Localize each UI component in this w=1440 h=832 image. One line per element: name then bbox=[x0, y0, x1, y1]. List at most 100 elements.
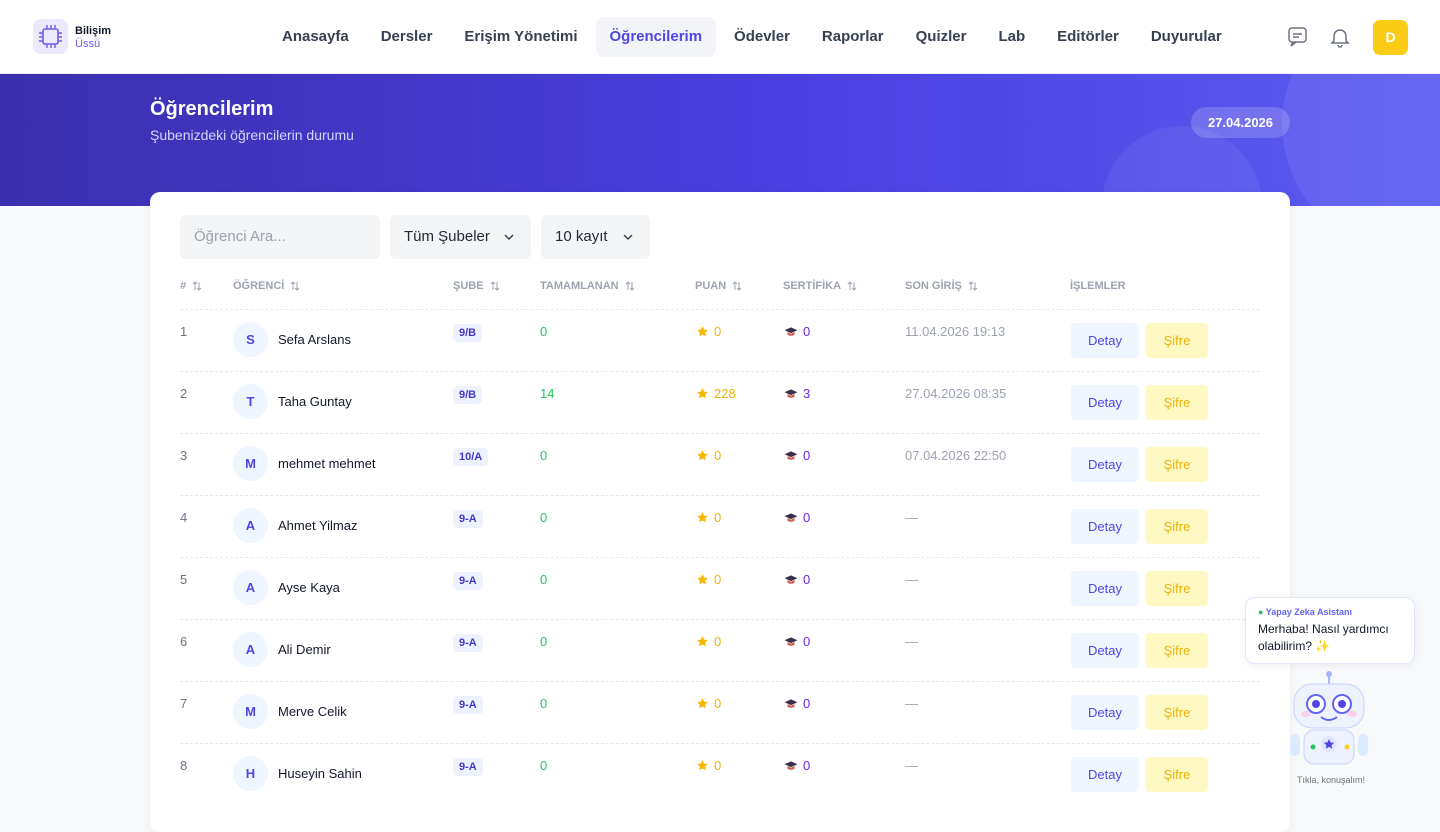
student-name: Sefa Arslans bbox=[278, 332, 351, 347]
column-header[interactable]: SERTİFİKA bbox=[783, 280, 857, 292]
points-value: 0 bbox=[714, 324, 722, 339]
branch-badge: 9-A bbox=[453, 510, 483, 528]
student-name: Huseyin Sahin bbox=[278, 766, 362, 781]
certificates-value: 0 bbox=[803, 758, 811, 773]
password-button[interactable]: Şifre bbox=[1146, 633, 1208, 668]
certificates: 0 bbox=[784, 696, 810, 711]
points: 0 bbox=[696, 634, 721, 649]
nav: Anasayfa Dersler Erişim Yönetimi Öğrenciler… bbox=[268, 17, 1236, 57]
page-size-select[interactable]: 10 kayıt bbox=[541, 215, 650, 259]
column-header[interactable]: ŞUBE bbox=[453, 280, 500, 292]
password-button[interactable]: Şifre bbox=[1146, 695, 1208, 730]
decor-circle bbox=[1282, 74, 1440, 206]
password-button[interactable]: Şifre bbox=[1146, 447, 1208, 482]
student-initial: A bbox=[233, 570, 268, 605]
detail-button[interactable]: Detay bbox=[1071, 571, 1139, 606]
certificates-value: 0 bbox=[803, 572, 811, 587]
notifications-icon[interactable] bbox=[1329, 26, 1351, 48]
column-header[interactable]: TAMAMLANAN bbox=[540, 280, 635, 292]
row-number: 6 bbox=[180, 634, 188, 649]
certificates-value: 0 bbox=[803, 696, 811, 711]
page-size-value: 10 kayıt bbox=[555, 228, 608, 245]
column-header-label: SERTİFİKA bbox=[783, 280, 842, 292]
user-avatar[interactable]: D bbox=[1373, 20, 1408, 55]
detail-button[interactable]: Detay bbox=[1071, 633, 1139, 668]
nav-item[interactable]: Duyurular bbox=[1150, 28, 1222, 45]
certificate-icon bbox=[784, 388, 798, 400]
column-header[interactable]: ÖĞRENCİ bbox=[233, 280, 300, 292]
last-login: 27.04.2026 08:35 bbox=[905, 386, 1007, 401]
nav-item[interactable]: Editörler bbox=[1057, 28, 1119, 45]
password-button[interactable]: Şifre bbox=[1146, 385, 1208, 420]
search-input[interactable]: Öğrenci Ara... bbox=[180, 215, 380, 259]
detail-button[interactable]: Detay bbox=[1071, 385, 1139, 420]
detail-button[interactable]: Detay bbox=[1071, 447, 1139, 482]
sort-icon bbox=[490, 281, 500, 291]
completed-count: 0 bbox=[540, 510, 548, 525]
student-name: mehmet mehmet bbox=[278, 456, 376, 471]
table-row: 1 S Sefa Arslans 9/B 0 0 0 11.04.2026 19:13 Deta… bbox=[180, 309, 1260, 371]
branch-badge: 9-A bbox=[453, 696, 483, 714]
nav-item[interactable]: Öğrencilerim bbox=[595, 17, 717, 57]
branch-badge: 9/B bbox=[453, 386, 483, 404]
column-header-label: ÖĞRENCİ bbox=[233, 280, 285, 292]
header: Bilişim Üssü Anasayfa Dersler Erişim Yönet… bbox=[0, 0, 1440, 74]
column-header[interactable]: SON GİRİŞ bbox=[905, 280, 978, 292]
page-title: Öğrencilerim bbox=[150, 98, 274, 120]
assistant-bubble[interactable]: ● Yapay Zeka Asistanı Merhaba! Nasıl yar… bbox=[1245, 597, 1415, 664]
certificates: 0 bbox=[784, 634, 810, 649]
nav-item[interactable]: Quizler bbox=[915, 28, 967, 45]
nav-item[interactable]: Ödevler bbox=[734, 28, 790, 45]
logo-icon[interactable] bbox=[33, 19, 68, 54]
last-login: — bbox=[905, 758, 918, 773]
student-initial: M bbox=[233, 694, 268, 729]
detail-button[interactable]: Detay bbox=[1071, 757, 1139, 792]
column-header-label: ŞUBE bbox=[453, 280, 484, 292]
nav-item[interactable]: Dersler bbox=[380, 28, 433, 45]
points-value: 0 bbox=[714, 696, 722, 711]
certificates-value: 0 bbox=[803, 634, 811, 649]
password-button[interactable]: Şifre bbox=[1146, 571, 1208, 606]
nav-item[interactable]: Anasayfa bbox=[282, 28, 349, 45]
sort-icon bbox=[290, 281, 300, 291]
column-header[interactable]: # bbox=[180, 280, 202, 292]
points: 0 bbox=[696, 510, 721, 525]
detail-button[interactable]: Detay bbox=[1071, 509, 1139, 544]
certificate-icon bbox=[784, 636, 798, 648]
certificates: 0 bbox=[784, 448, 810, 463]
nav-item[interactable]: Lab bbox=[998, 28, 1026, 45]
detail-button[interactable]: Detay bbox=[1071, 323, 1139, 358]
points-value: 0 bbox=[714, 510, 722, 525]
assistant-robot[interactable] bbox=[1286, 670, 1372, 770]
sort-icon bbox=[968, 281, 978, 291]
branch-badge: 9-A bbox=[453, 572, 483, 590]
detail-button[interactable]: Detay bbox=[1071, 695, 1139, 730]
assistant-title: ● Yapay Zeka Asistanı bbox=[1258, 607, 1352, 617]
nav-item[interactable]: Raporlar bbox=[821, 28, 884, 45]
table-row: 5 A Ayse Kaya 9-A 0 0 0 — Detay Şifre bbox=[180, 557, 1260, 619]
star-icon bbox=[696, 573, 709, 586]
messages-icon[interactable] bbox=[1287, 26, 1309, 48]
branch-select[interactable]: Tüm Şubeler bbox=[390, 215, 531, 259]
completed-count: 0 bbox=[540, 758, 548, 773]
column-header-label: SON GİRİŞ bbox=[905, 280, 962, 292]
branch-badge: 9/B bbox=[453, 324, 483, 342]
points: 0 bbox=[696, 696, 721, 711]
row-number: 1 bbox=[180, 324, 188, 339]
nav-item[interactable]: Erişim Yönetimi bbox=[464, 28, 578, 45]
last-login: — bbox=[905, 510, 918, 525]
table-row: 6 A Ali Demir 9-A 0 0 0 — Detay Şifre bbox=[180, 619, 1260, 681]
branch-select-value: Tüm Şubeler bbox=[404, 228, 490, 245]
assistant-caption: Tıkla, konuşalım! bbox=[1296, 775, 1366, 785]
password-button[interactable]: Şifre bbox=[1146, 323, 1208, 358]
student-name: Taha Guntay bbox=[278, 394, 352, 409]
completed-count: 0 bbox=[540, 448, 548, 463]
password-button[interactable]: Şifre bbox=[1146, 757, 1208, 792]
password-button[interactable]: Şifre bbox=[1146, 509, 1208, 544]
assistant-message: Merhaba! Nasıl yardımcı olabilirim? ✨ bbox=[1258, 622, 1389, 653]
certificate-icon bbox=[784, 450, 798, 462]
student-name: Ali Demir bbox=[278, 642, 331, 657]
column-header[interactable]: PUAN bbox=[695, 280, 742, 292]
column-header-label: İŞLEMLER bbox=[1070, 280, 1126, 292]
points: 0 bbox=[696, 572, 721, 587]
